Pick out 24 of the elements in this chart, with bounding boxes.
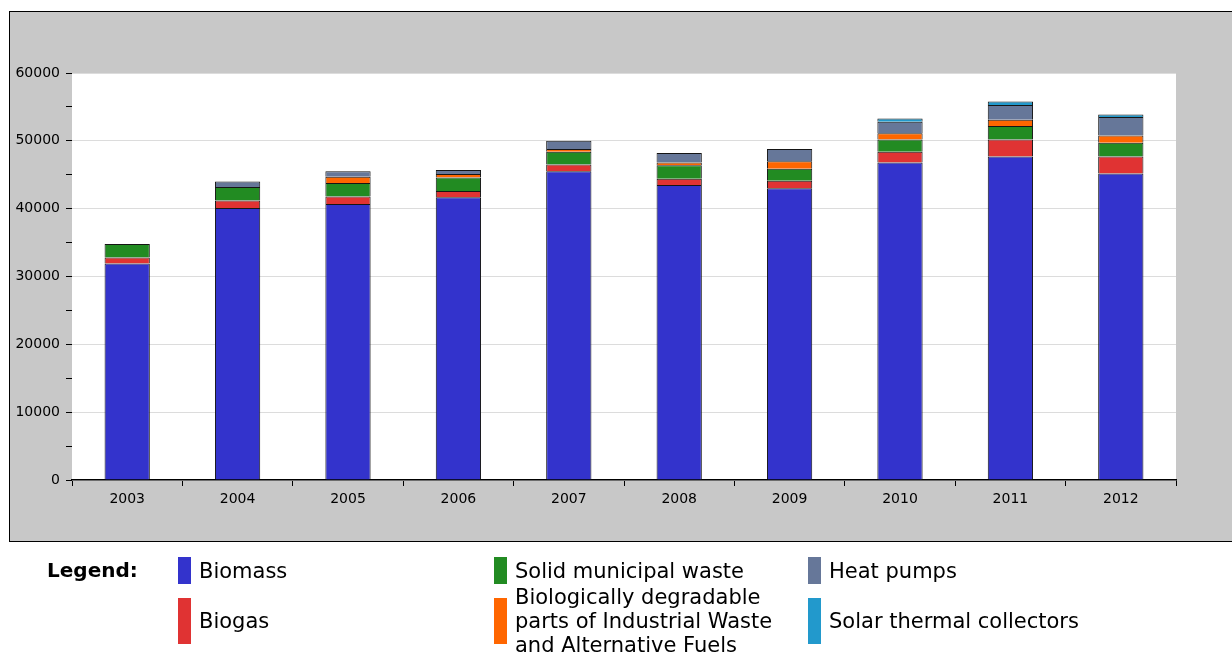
- legend-label: Biologically degradable parts of Industrial Waste and Alternative Fuels: [514, 584, 774, 657]
- x-tick-label: 2004: [219, 490, 256, 507]
- x-tick-label: 2012: [1102, 490, 1139, 507]
- x-tick-label: 2007: [550, 490, 587, 507]
- y-tick-label: 50000: [15, 131, 60, 148]
- legend-label: Biomass: [198, 558, 288, 583]
- y-tick-label: 10000: [15, 402, 60, 419]
- legend-label: Solar thermal collectors: [828, 608, 1079, 633]
- y-tick-label: 30000: [15, 267, 60, 284]
- x-tick-label: 2011: [992, 490, 1029, 507]
- legend-label: Heat pumps: [828, 558, 957, 583]
- y-tick-label: 0: [51, 470, 60, 487]
- y-tick-label: 60000: [15, 63, 60, 80]
- legend-label: Solid municipal waste: [514, 558, 744, 583]
- legend-label: Biogas: [198, 608, 270, 633]
- legend-title: Legend:: [47, 558, 138, 582]
- x-tick-label: 2009: [771, 490, 808, 507]
- x-tick-label: 2010: [882, 490, 918, 507]
- x-tick-label: 2005: [330, 490, 366, 507]
- y-tick-label: 20000: [15, 334, 60, 351]
- x-tick-label: 2006: [440, 490, 477, 507]
- x-tick-label: 2008: [661, 490, 698, 507]
- x-tick-label: 2003: [109, 490, 146, 507]
- y-tick-label: 40000: [15, 199, 60, 216]
